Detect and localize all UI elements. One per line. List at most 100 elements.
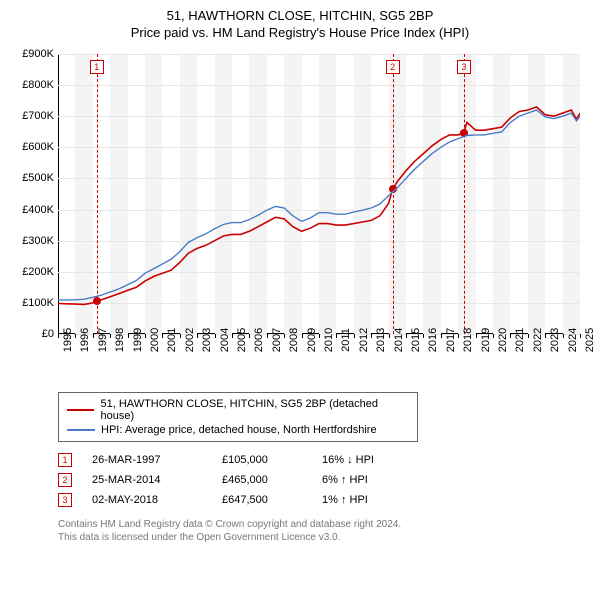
sales-row-marker: 1 [58,453,72,467]
x-tick-label: 2019 [480,328,492,352]
y-tick-label: £800K [22,79,54,91]
y-tick-label: £0 [42,328,54,340]
x-tick [232,334,233,338]
legend-label: HPI: Average price, detached house, Nort… [101,424,377,436]
series-price_paid [58,107,580,305]
x-tick-label: 2006 [253,328,265,352]
x-tick-label: 2001 [166,328,178,352]
title-address: 51, HAWTHORN CLOSE, HITCHIN, SG5 2BP [10,8,590,23]
x-tick [215,334,216,338]
sales-diff: 1% ↑ HPI [322,494,422,506]
x-tick-label: 2025 [584,328,596,352]
x-tick [510,334,511,338]
x-tick-label: 2002 [184,328,196,352]
x-tick [145,334,146,338]
x-tick-label: 2024 [567,328,579,352]
x-tick [528,334,529,338]
x-tick [58,334,59,338]
sales-diff: 16% ↓ HPI [322,454,422,466]
x-tick [354,334,355,338]
y-tick-label: £200K [22,266,54,278]
sales-date: 02-MAY-2018 [92,494,222,506]
x-tick-label: 2009 [306,328,318,352]
x-axis-labels: 1995199619971998199920002001200220032004… [58,338,580,384]
title-block: 51, HAWTHORN CLOSE, HITCHIN, SG5 2BP Pri… [10,8,590,40]
legend-label: 51, HAWTHORN CLOSE, HITCHIN, SG5 2BP (de… [100,398,409,422]
x-tick [423,334,424,338]
y-tick-label: £600K [22,141,54,153]
title-subtitle: Price paid vs. HM Land Registry's House … [10,25,590,40]
x-tick-label: 2008 [288,328,300,352]
plot-area: 123 [58,54,580,334]
x-tick-label: 2012 [358,328,370,352]
x-tick [180,334,181,338]
x-tick-label: 2017 [445,328,457,352]
x-tick-label: 2015 [410,328,422,352]
x-tick [319,334,320,338]
series-hpi [58,110,580,300]
y-axis-labels: £0£100K£200K£300K£400K£500K£600K£700K£80… [10,54,56,334]
x-tick [75,334,76,338]
sales-row: 3 02-MAY-2018£647,5001% ↑ HPI [58,490,590,510]
y-tick-label: £100K [22,297,54,309]
footer-attribution: Contains HM Land Registry data © Crown c… [58,518,590,544]
x-tick [110,334,111,338]
x-tick-label: 2021 [514,328,526,352]
x-tick [458,334,459,338]
x-tick [563,334,564,338]
x-tick-label: 1999 [132,328,144,352]
x-tick-label: 1996 [79,328,91,352]
x-tick-label: 2014 [393,328,405,352]
x-tick-label: 2010 [323,328,335,352]
x-tick-label: 2016 [427,328,439,352]
x-tick [267,334,268,338]
y-tick-label: £500K [22,172,54,184]
x-tick [128,334,129,338]
legend-row: 51, HAWTHORN CLOSE, HITCHIN, SG5 2BP (de… [67,397,409,423]
x-tick [249,334,250,338]
footer-line2: This data is licensed under the Open Gov… [58,531,590,544]
chart-container: 51, HAWTHORN CLOSE, HITCHIN, SG5 2BP Pri… [0,0,600,554]
sales-date: 25-MAR-2014 [92,474,222,486]
x-tick-label: 2005 [236,328,248,352]
x-tick [389,334,390,338]
y-tick-label: £900K [22,48,54,60]
sales-row-marker: 2 [58,473,72,487]
x-tick-label: 1998 [114,328,126,352]
x-tick-label: 2023 [549,328,561,352]
x-tick-label: 1995 [62,328,74,352]
sales-row: 1 26-MAR-1997£105,00016% ↓ HPI [58,450,590,470]
x-tick [493,334,494,338]
sales-date: 26-MAR-1997 [92,454,222,466]
x-tick [284,334,285,338]
x-tick [371,334,372,338]
sales-price: £465,000 [222,474,322,486]
legend-swatch [67,409,94,411]
x-tick-label: 2020 [497,328,509,352]
sales-diff: 6% ↑ HPI [322,474,422,486]
x-tick [336,334,337,338]
sales-price: £105,000 [222,454,322,466]
sales-row: 2 25-MAR-2014£465,0006% ↑ HPI [58,470,590,490]
y-tick-label: £400K [22,204,54,216]
x-tick-label: 1997 [97,328,109,352]
sales-table: 1 26-MAR-1997£105,00016% ↓ HPI 2 25-MAR-201… [58,450,590,510]
x-tick [545,334,546,338]
x-tick-label: 2003 [201,328,213,352]
x-tick [441,334,442,338]
x-tick [476,334,477,338]
x-tick-label: 2013 [375,328,387,352]
chart-area: £0£100K£200K£300K£400K£500K£600K£700K£80… [10,46,590,386]
x-tick [406,334,407,338]
legend-swatch [67,429,95,431]
sales-row-marker: 3 [58,493,72,507]
x-tick [580,334,581,338]
y-tick-label: £300K [22,235,54,247]
x-tick [197,334,198,338]
sales-price: £647,500 [222,494,322,506]
legend: 51, HAWTHORN CLOSE, HITCHIN, SG5 2BP (de… [58,392,418,442]
x-tick [93,334,94,338]
x-tick-label: 2022 [532,328,544,352]
x-tick-label: 2011 [340,328,352,352]
series-svg [58,54,580,334]
